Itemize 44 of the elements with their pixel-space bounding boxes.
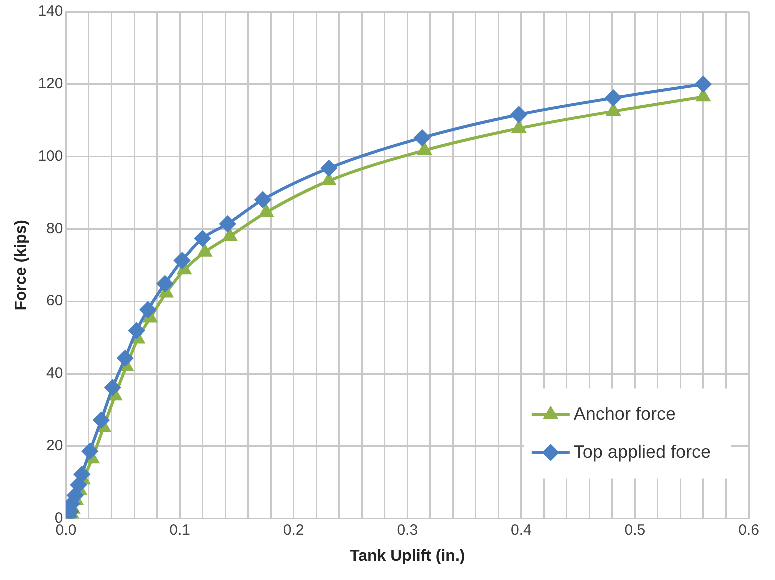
point [74,466,90,483]
y-tick-label: 140 [38,3,64,20]
point [695,76,712,92]
point [255,192,272,208]
point [94,412,110,428]
point [696,90,710,102]
y-tick-label: 20 [46,438,64,455]
x-axis-title: Tank Uplift (in.) [350,548,466,565]
point [260,205,274,218]
legend-label: Anchor force [574,404,676,424]
point [140,302,156,318]
point [512,121,526,134]
point [70,477,87,494]
point [117,350,134,366]
point [174,252,190,269]
point [157,276,174,292]
x-tick-label: 0.4 [510,522,532,539]
point [606,90,622,106]
y-axis-title: Force (kips) [13,220,30,311]
point [606,104,620,116]
point [321,160,338,176]
x-tick-label: 0.0 [56,522,77,539]
point [511,106,528,123]
point [223,228,237,241]
point [104,380,121,396]
y-tick-label: 40 [46,365,64,382]
x-tick-label: 0.1 [170,522,190,539]
x-tick-label: 0.3 [397,522,418,539]
point [194,230,211,247]
x-tick-label: 0.5 [624,522,646,539]
point [418,143,432,156]
point [322,174,336,186]
y-tick-label: 100 [38,148,64,165]
legend-label: Top applied force [574,442,711,462]
y-tick-label: 80 [46,220,64,238]
y-tick-label: 60 [46,292,64,310]
point [82,443,98,460]
point [198,244,212,257]
point [414,130,430,146]
point [128,322,145,339]
x-tick-label: 0.6 [738,522,760,539]
point [220,216,236,232]
x-tick-label: 0.2 [283,522,304,539]
y-tick-label: 120 [38,76,64,93]
